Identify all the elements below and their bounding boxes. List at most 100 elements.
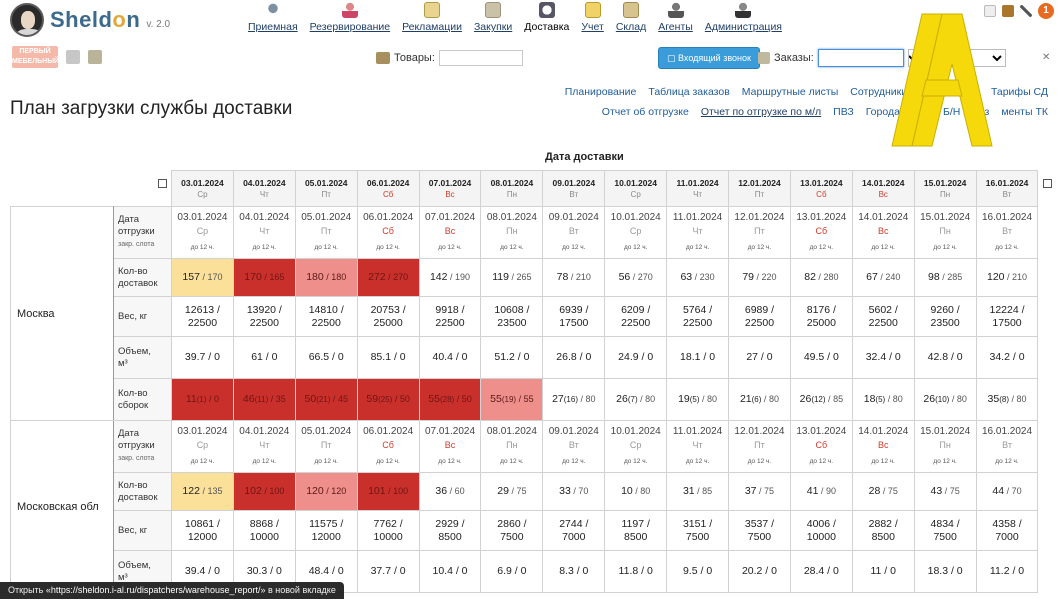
ship-date-cell[interactable]: 12.01.2024 Пт до 12 ч. — [728, 420, 791, 473]
deliveries-cell[interactable]: 170 / 165 — [232, 258, 296, 297]
volume-cell[interactable]: 85.1 / 0 — [356, 336, 420, 379]
weight-cell[interactable]: 2929 /8500 — [418, 510, 482, 551]
nav-item-4[interactable]: Закупки — [474, 2, 512, 33]
select-all-checkbox-right[interactable] — [1043, 179, 1052, 188]
date-column-header[interactable]: 10.01.2024 Ср — [604, 170, 668, 207]
weight-cell[interactable]: 9918 /22500 — [418, 296, 482, 337]
weight-cell[interactable]: 1197 /8500 — [604, 510, 668, 551]
deliveries-cell[interactable]: 157 / 170 — [171, 258, 234, 297]
weight-cell[interactable]: 2860 /7500 — [480, 510, 544, 551]
ship-date-cell[interactable]: 07.01.2024 Вс до 12 ч. — [418, 206, 482, 259]
weight-cell[interactable]: 6209 /22500 — [604, 296, 668, 337]
assemblies-cell[interactable]: 11(1) / 0 — [171, 378, 234, 421]
brand-logo[interactable]: ПЕРВЫЙ МЕБЕЛЬНЫЙ — [12, 46, 59, 68]
truck-icon[interactable] — [88, 50, 102, 64]
nav-item-1[interactable]: Приемная — [248, 2, 298, 33]
notification-badge[interactable]: 1 — [1038, 3, 1054, 19]
mail-icon[interactable] — [984, 5, 996, 17]
deliveries-cell[interactable]: 98 / 285 — [913, 258, 977, 297]
section-link[interactable]: менты ТК — [1001, 106, 1048, 118]
ship-date-cell[interactable]: 14.01.2024 Вс до 12 ч. — [851, 206, 915, 259]
deliveries-cell[interactable]: 33 / 70 — [542, 472, 606, 511]
deliveries-cell[interactable]: 180 / 180 — [294, 258, 358, 297]
goods-input[interactable] — [438, 50, 523, 66]
assemblies-cell[interactable]: 55(19) / 55 — [480, 378, 544, 421]
deliveries-cell[interactable]: 29 / 75 — [480, 472, 544, 511]
ship-date-cell[interactable]: 08.01.2024 Пн до 12 ч. — [480, 206, 544, 259]
volume-cell[interactable]: 27 / 0 — [728, 336, 791, 379]
weight-cell[interactable]: 5602 /22500 — [851, 296, 915, 337]
nav-item-5[interactable]: Доставка — [524, 2, 569, 33]
weight-cell[interactable]: 8868 /10000 — [232, 510, 296, 551]
volume-cell[interactable]: 10.4 / 0 — [418, 550, 482, 593]
date-column-header[interactable]: 04.01.2024 Чт — [232, 170, 296, 207]
deliveries-cell[interactable]: 122 / 135 — [171, 472, 234, 511]
weight-cell[interactable]: 2882 /8500 — [851, 510, 915, 551]
volume-cell[interactable]: 18.1 / 0 — [666, 336, 730, 379]
date-column-header[interactable]: 14.01.2024 Вс — [851, 170, 915, 207]
weight-cell[interactable]: 4006 /10000 — [789, 510, 853, 551]
deliveries-cell[interactable]: 31 / 85 — [666, 472, 730, 511]
ship-date-cell[interactable]: 05.01.2024 Пт до 12 ч. — [294, 206, 358, 259]
date-column-header[interactable]: 16.01.2024 Вт — [975, 170, 1039, 207]
nav-item-9[interactable]: Администрация — [705, 2, 782, 33]
weight-cell[interactable]: 10608 /23500 — [480, 296, 544, 337]
deliveries-cell[interactable]: 272 / 270 — [356, 258, 420, 297]
ship-date-cell[interactable]: 03.01.2024 Ср до 12 ч. — [171, 420, 234, 473]
weight-cell[interactable]: 3151 /7500 — [666, 510, 730, 551]
ship-date-cell[interactable]: 14.01.2024 Вс до 12 ч. — [851, 420, 915, 473]
weight-cell[interactable]: 5764 /22500 — [666, 296, 730, 337]
nav-item-2[interactable]: Резервирование — [310, 2, 390, 33]
deliveries-cell[interactable]: 120 / 120 — [294, 472, 358, 511]
weight-cell[interactable]: 8176 /25000 — [789, 296, 853, 337]
volume-cell[interactable]: 26.8 / 0 — [542, 336, 606, 379]
assemblies-cell[interactable]: 26(12) / 85 — [789, 378, 853, 421]
deliveries-cell[interactable]: 102 / 100 — [232, 472, 296, 511]
section-link[interactable]: Планирование — [564, 86, 637, 98]
assemblies-cell[interactable]: 55(28) / 50 — [418, 378, 482, 421]
volume-cell[interactable]: 6.9 / 0 — [480, 550, 544, 593]
date-column-header[interactable]: 12.01.2024 Пт — [728, 170, 791, 207]
volume-cell[interactable]: 37.7 / 0 — [356, 550, 420, 593]
volume-cell[interactable]: 66.5 / 0 — [294, 336, 358, 379]
ship-date-cell[interactable]: 09.01.2024 Вт до 12 ч. — [542, 206, 606, 259]
ship-date-cell[interactable]: 06.01.2024 Сб до 12 ч. — [356, 206, 420, 259]
deliveries-cell[interactable]: 10 / 80 — [604, 472, 668, 511]
date-column-header[interactable]: 15.01.2024 Пн — [913, 170, 977, 207]
weight-cell[interactable]: 20753 /25000 — [356, 296, 420, 337]
ship-date-cell[interactable]: 07.01.2024 Вс до 12 ч. — [418, 420, 482, 473]
date-column-header[interactable]: 08.01.2024 Пн — [480, 170, 544, 207]
weight-cell[interactable]: 12224 /17500 — [975, 296, 1039, 337]
volume-cell[interactable]: 61 / 0 — [232, 336, 296, 379]
date-column-header[interactable]: 03.01.2024 Ср — [171, 170, 234, 207]
deliveries-cell[interactable]: 63 / 230 — [666, 258, 730, 297]
volume-cell[interactable]: 11 / 0 — [851, 550, 915, 593]
assemblies-cell[interactable]: 19(5) / 80 — [666, 378, 730, 421]
assemblies-cell[interactable]: 35(8) / 80 — [975, 378, 1039, 421]
section-link[interactable]: Отчет по отгрузке по м/л — [700, 106, 822, 118]
deliveries-cell[interactable]: 56 / 270 — [604, 258, 668, 297]
volume-cell[interactable]: 51.2 / 0 — [480, 336, 544, 379]
ship-date-cell[interactable]: 13.01.2024 Сб до 12 ч. — [789, 420, 853, 473]
volume-cell[interactable]: 28.4 / 0 — [789, 550, 853, 593]
volume-cell[interactable]: 34.2 / 0 — [975, 336, 1039, 379]
ship-date-cell[interactable]: 11.01.2024 Чт до 12 ч. — [666, 420, 730, 473]
weight-cell[interactable]: 10861 /12000 — [171, 510, 234, 551]
deliveries-cell[interactable]: 28 / 75 — [851, 472, 915, 511]
volume-cell[interactable]: 11.8 / 0 — [604, 550, 668, 593]
weight-cell[interactable]: 9260 /23500 — [913, 296, 977, 337]
weight-cell[interactable]: 12613 /22500 — [171, 296, 234, 337]
ship-date-cell[interactable]: 04.01.2024 Чт до 12 ч. — [232, 420, 296, 473]
deliveries-cell[interactable]: 79 / 220 — [728, 258, 791, 297]
weight-cell[interactable]: 3537 /7500 — [728, 510, 791, 551]
volume-cell[interactable]: 20.2 / 0 — [728, 550, 791, 593]
cube-icon[interactable] — [1002, 5, 1014, 17]
section-link[interactable]: Тарифы СД — [990, 86, 1048, 98]
weight-cell[interactable]: 11575 /12000 — [294, 510, 358, 551]
assemblies-cell[interactable]: 21(6) / 80 — [728, 378, 791, 421]
ship-date-cell[interactable]: 11.01.2024 Чт до 12 ч. — [666, 206, 730, 259]
ship-date-cell[interactable]: 16.01.2024 Вт до 12 ч. — [975, 420, 1039, 473]
ship-date-cell[interactable]: 15.01.2024 Пн до 12 ч. — [913, 420, 977, 473]
weight-cell[interactable]: 4834 /7500 — [913, 510, 977, 551]
weight-cell[interactable]: 6939 /17500 — [542, 296, 606, 337]
